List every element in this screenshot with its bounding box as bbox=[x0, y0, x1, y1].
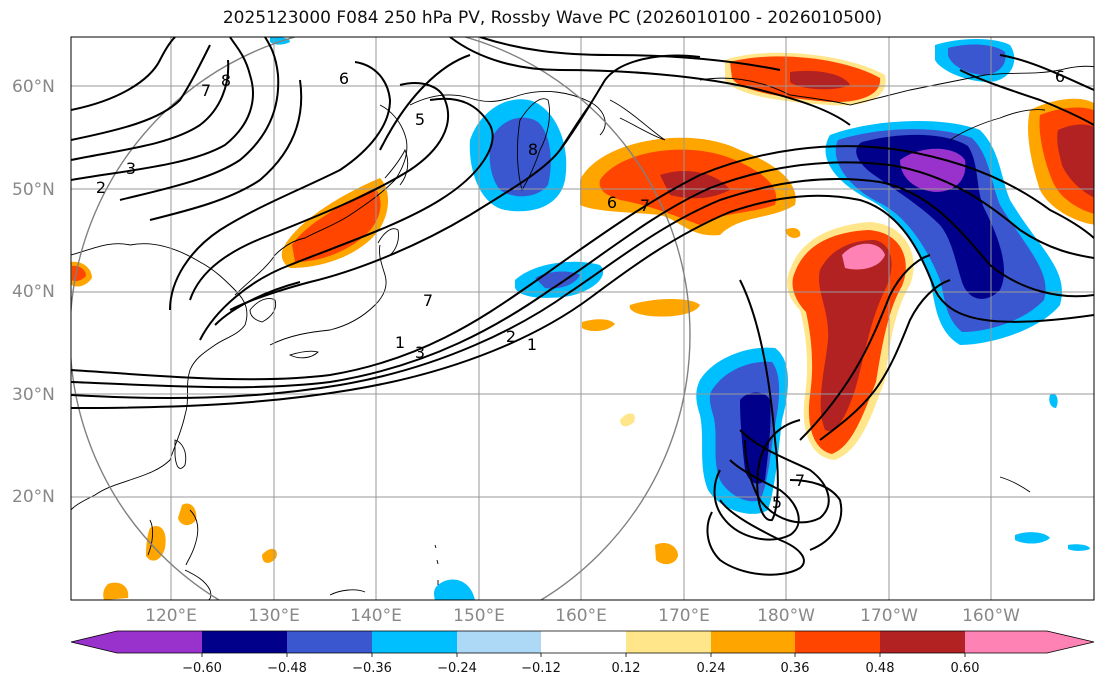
colorbar-swatch bbox=[795, 631, 880, 653]
contour-label: 7 bbox=[201, 81, 211, 100]
map-area: 8 7 6 5 3 2 8 7 2 1 6 7 3 1 5 7 6 bbox=[71, 37, 1094, 600]
colorbar-extend-high bbox=[1047, 631, 1094, 653]
contour-label: 3 bbox=[415, 343, 425, 362]
colorbar-tick-label: 0.48 bbox=[865, 661, 895, 676]
lat-label: 40°N bbox=[12, 282, 55, 302]
contour-label: 8 bbox=[528, 140, 538, 159]
contour-label: 6 bbox=[607, 193, 617, 212]
lon-label: 140°E bbox=[350, 606, 402, 626]
colorbar-extend-low bbox=[71, 631, 117, 653]
contour-labels: 8 7 6 5 3 2 8 7 2 1 6 7 3 1 5 7 6 bbox=[96, 67, 1065, 512]
coastlines bbox=[71, 65, 1094, 600]
radius-circle bbox=[71, 37, 691, 600]
colorbar-swatch bbox=[711, 631, 795, 653]
contour-label: 2 bbox=[506, 327, 516, 346]
colorbar-swatch bbox=[880, 631, 965, 653]
colorbar-swatch bbox=[541, 631, 626, 653]
lon-label: 170°W bbox=[860, 606, 918, 626]
lon-label: 170°E bbox=[658, 606, 710, 626]
colorbar-swatch bbox=[965, 631, 1047, 653]
lon-label: 130°E bbox=[248, 606, 300, 626]
colorbar-tick-label: −0.48 bbox=[267, 661, 307, 676]
contour-label: 6 bbox=[339, 69, 349, 88]
lon-label: 180°W bbox=[757, 606, 815, 626]
colorbar-tick-label: −0.12 bbox=[521, 661, 561, 676]
lon-label: 120°E bbox=[145, 606, 197, 626]
colorbar-tick-label: 0.60 bbox=[950, 661, 980, 676]
colorbar-tick-label: 0.12 bbox=[611, 661, 641, 676]
contour-label: 7 bbox=[423, 291, 433, 310]
lat-label: 50°N bbox=[12, 180, 55, 200]
contour-label: 2 bbox=[96, 178, 106, 197]
colorbar-tick-label: 0.36 bbox=[780, 661, 810, 676]
colorbar-tick-label: −0.60 bbox=[182, 661, 222, 676]
contour-label: 8 bbox=[221, 71, 231, 90]
colorbar-swatch bbox=[117, 631, 202, 653]
colorbar-swatch bbox=[457, 631, 541, 653]
lon-label: 160°W bbox=[962, 606, 1020, 626]
contour-label: 7 bbox=[795, 471, 805, 490]
contour-label: 6 bbox=[1055, 67, 1065, 86]
colorbar-tick-label: −0.36 bbox=[352, 661, 392, 676]
contour-label: 5 bbox=[415, 110, 425, 129]
colorbar-tick-label: 0.24 bbox=[696, 661, 726, 676]
colorbar-swatch bbox=[372, 631, 457, 653]
negative-anomaly-shading bbox=[270, 37, 1090, 600]
map-frame bbox=[70, 36, 1095, 601]
lon-label: 160°E bbox=[555, 606, 607, 626]
gridlines bbox=[71, 37, 1094, 600]
map-title: 2025123000 F084 250 hPa PV, Rossby Wave … bbox=[222, 8, 883, 28]
colorbar-swatch bbox=[202, 631, 287, 653]
lat-label: 60°N bbox=[12, 77, 55, 97]
lat-label: 20°N bbox=[12, 487, 55, 507]
colorbar-tick-label: −0.24 bbox=[437, 661, 477, 676]
contour-label: 1 bbox=[527, 335, 537, 354]
pv-contours bbox=[71, 37, 1094, 576]
lat-label: 30°N bbox=[12, 385, 55, 405]
colorbar-swatch bbox=[626, 631, 711, 653]
contour-label: 5 bbox=[772, 493, 782, 512]
colorbar-swatch bbox=[287, 631, 372, 653]
contour-label: 1 bbox=[395, 333, 405, 352]
contour-label: 3 bbox=[126, 159, 136, 178]
colorbar bbox=[70, 630, 1095, 657]
lon-label: 150°E bbox=[453, 606, 505, 626]
contour-label: 7 bbox=[640, 196, 650, 215]
